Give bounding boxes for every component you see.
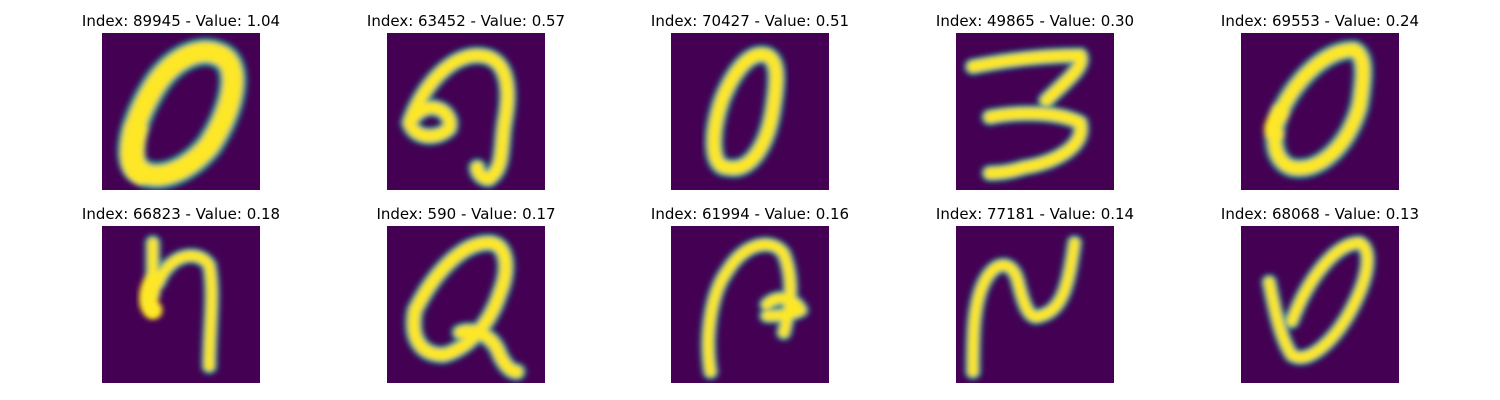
panel-9: Index: 77181 - Value: 0.14: [936, 205, 1134, 385]
digit-image: [1241, 33, 1399, 190]
digit-image: [102, 33, 260, 190]
panel-10: Index: 68068 - Value: 0.13: [1221, 205, 1419, 385]
panel-title: Index: 66823 - Value: 0.18: [81, 205, 281, 223]
panel-title: Index: 63452 - Value: 0.57: [366, 12, 566, 30]
panel-title: Index: 89945 - Value: 1.04: [81, 12, 281, 30]
panel-1: Index: 89945 - Value: 1.04: [82, 12, 280, 192]
panel-title: Index: 77181 - Value: 0.14: [935, 205, 1135, 223]
digit-image: [956, 33, 1114, 190]
digit-glyph-q-loop: [387, 226, 545, 383]
panel-6: Index: 66823 - Value: 0.18: [82, 205, 280, 385]
panel-title: Index: 590 - Value: 0.17: [376, 205, 556, 223]
panel-title: Index: 49865 - Value: 0.30: [935, 12, 1135, 30]
panel-title: Index: 69553 - Value: 0.24: [1220, 12, 1420, 30]
panel-3: Index: 70427 - Value: 0.51: [651, 12, 849, 192]
panel-7: Index: 590 - Value: 0.17: [376, 205, 556, 385]
digit-glyph-v-loop: [1241, 226, 1399, 383]
digit-image: [102, 226, 260, 383]
panel-title: Index: 68068 - Value: 0.13: [1220, 205, 1420, 223]
panel-2: Index: 63452 - Value: 0.57: [367, 12, 565, 192]
panel-title: Index: 61994 - Value: 0.16: [650, 205, 850, 223]
digit-glyph-zero-open: [1241, 33, 1399, 190]
digit-glyph-h-hook: [102, 226, 260, 383]
digit-glyph-three-open: [956, 33, 1114, 190]
digit-image: [387, 226, 545, 383]
digit-glyph-arc-hook: [671, 226, 829, 383]
digit-image: [1241, 226, 1399, 383]
digit-glyph-n-squiggle: [956, 226, 1114, 383]
digit-image: [671, 33, 829, 190]
digit-glyph-nine-curl: [387, 33, 545, 190]
digit-image: [956, 226, 1114, 383]
digit-glyph-zero-narrow: [671, 33, 829, 190]
panel-5: Index: 69553 - Value: 0.24: [1221, 12, 1419, 192]
panel-title: Index: 70427 - Value: 0.51: [650, 12, 850, 30]
digit-image: [671, 226, 829, 383]
panel-8: Index: 61994 - Value: 0.16: [651, 205, 849, 385]
digit-glyph-zero-bold: [102, 33, 260, 190]
digit-image: [387, 33, 545, 190]
panel-4: Index: 49865 - Value: 0.30: [936, 12, 1134, 192]
